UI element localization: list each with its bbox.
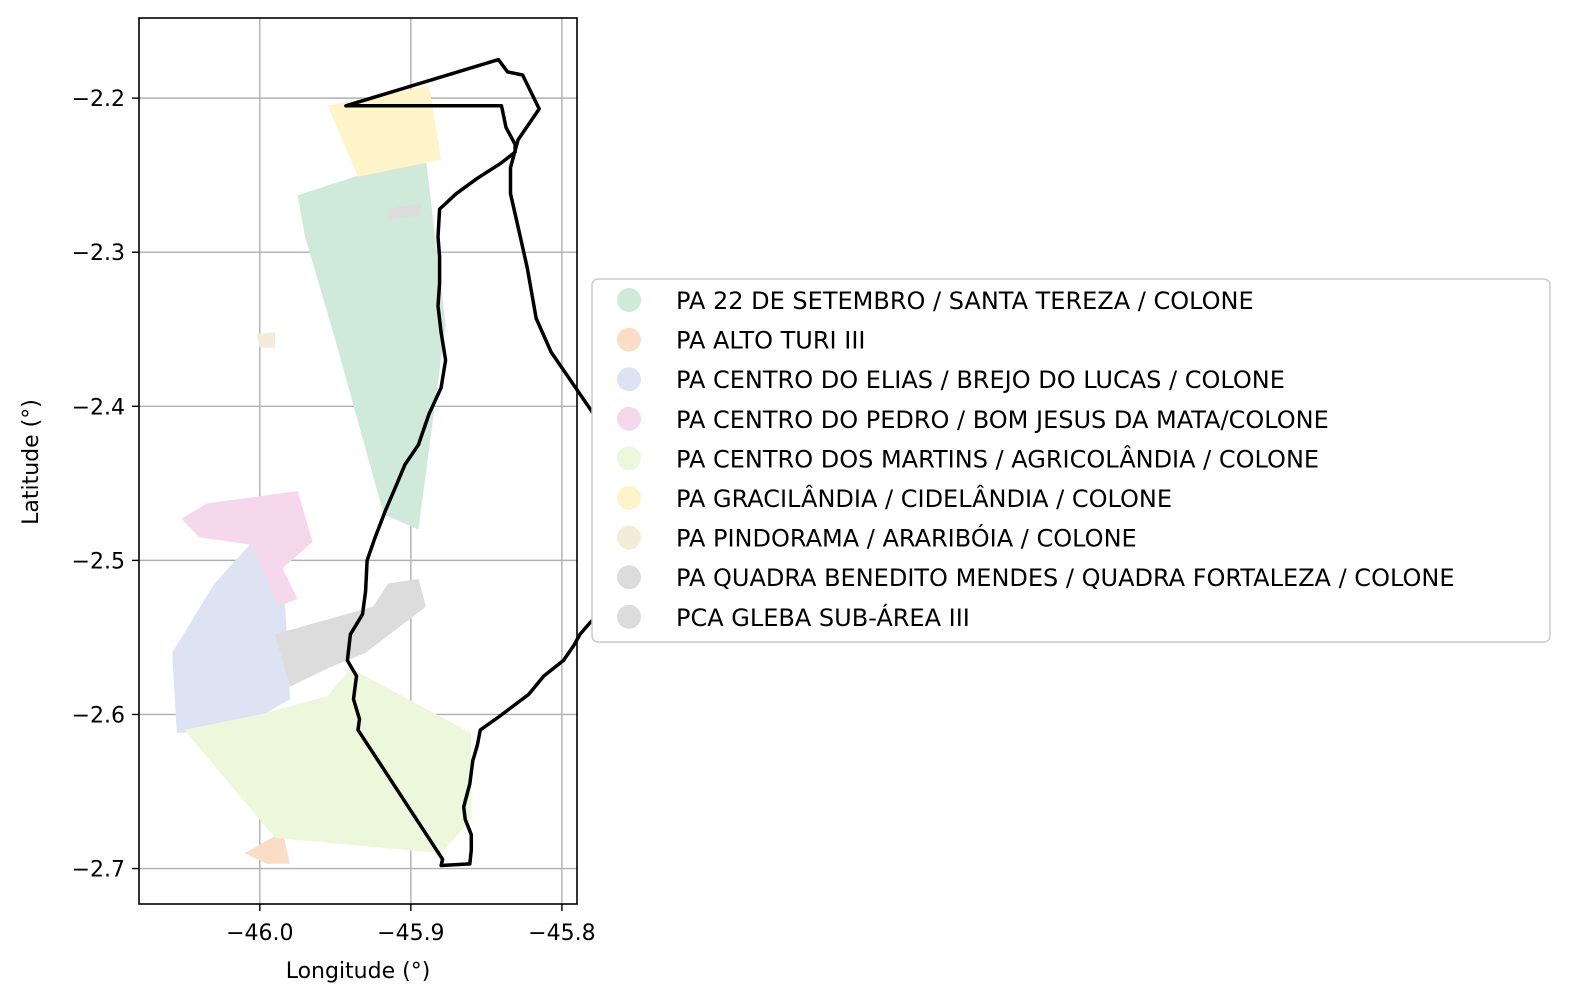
legend-label-0: PA 22 DE SETEMBRO / SANTA TEREZA / COLON… [676,287,1254,315]
legend-label-7: PA QUADRA BENEDITO MENDES / QUADRA FORTA… [676,564,1454,592]
y-tick-label-1: −2.3 [72,241,125,266]
y-tick-label-2: −2.4 [72,395,125,420]
legend-marker-1 [617,327,641,352]
area-1 [244,831,290,864]
y-tick-label-5: −2.7 [72,858,125,883]
legend-entries: PA 22 DE SETEMBRO / SANTA TEREZA / COLON… [617,287,1454,632]
legend-label-2: PA CENTRO DO ELIAS / BREJO DO LUCAS / CO… [676,366,1285,394]
x-axis-label: Longitude (°) [286,959,431,984]
area-0 [297,159,446,530]
legend-marker-2 [617,367,641,392]
x-tick-label-2: −45.8 [528,921,595,946]
area-3 [181,491,313,607]
legend: PA 22 DE SETEMBRO / SANTA TEREZA / COLON… [591,278,1551,643]
legend-marker-5 [617,486,641,510]
legend-marker-4 [617,446,641,471]
legend-marker-0 [617,288,641,312]
area-2 [172,541,290,733]
legend-marker-3 [617,406,641,431]
legend-label-8: PCA GLEBA SUB-ÁREA III [676,603,970,632]
legend-label-5: PA GRACILÂNDIA / CIDELÂNDIA / COLONE [676,484,1172,513]
legend-marker-6 [617,525,641,550]
y-tick-label-0: −2.2 [72,87,125,112]
area-5 [327,85,442,177]
y-axis-label: Latitude (°) [19,399,44,525]
area-6 [256,332,275,348]
y-tick-label-3: −2.5 [72,549,125,574]
municipality-boundary [344,57,612,868]
settlement-areas [172,85,472,864]
x-tick-label-0: −46.0 [226,921,293,946]
legend-label-3: PA CENTRO DO PEDRO / BOM JESUS DA MATA/C… [676,406,1329,434]
legend-label-4: PA CENTRO DOS MARTINS / AGRICOLÂNDIA / C… [676,444,1319,473]
boundary-outline [344,57,612,868]
area-4 [184,668,472,854]
plot-frame [138,17,578,905]
legend-box [591,278,1551,643]
y-tick-label-4: −2.6 [72,703,125,728]
area-7 [388,202,422,220]
axis-ticks: −46.0 −45.9 −45.8 −2.2 −2.3 −2.4 −2.5 −2.6 −2.7 [72,87,596,946]
legend-marker-7 [617,565,641,590]
legend-marker-8 [617,604,641,629]
x-tick-label-1: −45.9 [377,921,444,946]
legend-label-1: PA ALTO TURI III [676,327,866,355]
legend-label-6: PA PINDORAMA / ARARIBÓIA / COLONE [676,523,1137,553]
